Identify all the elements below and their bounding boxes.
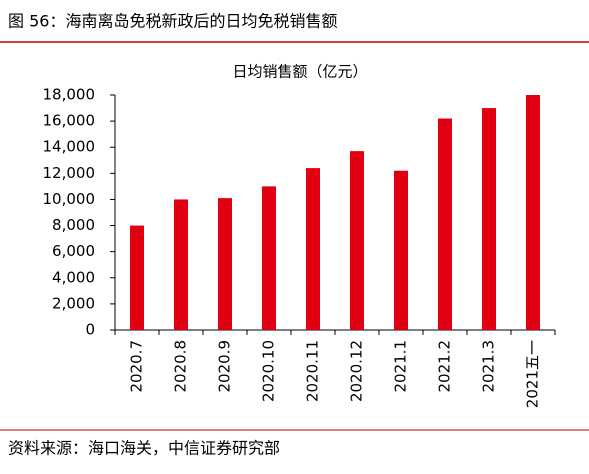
y-tick-label: 14,000 [43,138,96,156]
x-tick-label: 2021五一 [524,340,542,408]
bar [526,95,540,330]
x-tick-label: 2021.2 [436,340,454,393]
bar [350,151,364,330]
y-tick-label: 16,000 [43,112,96,130]
x-tick-label: 2020.12 [348,340,366,402]
bar [262,186,276,330]
bar [306,168,320,330]
x-tick-label: 2020.8 [172,340,190,393]
y-tick-label: 6,000 [52,242,95,260]
y-tick-label: 12,000 [43,164,96,182]
bar [438,118,452,330]
chart-title: 日均销售额（亿元） [232,63,367,81]
x-tick-label: 2020.9 [216,340,234,393]
y-tick-label: 10,000 [43,190,96,208]
x-tick-label: 2020.7 [128,340,146,393]
bar [174,199,188,330]
bar [394,170,408,330]
bar [130,225,144,330]
y-tick-label: 8,000 [52,216,95,234]
x-tick-label: 2020.11 [304,340,322,402]
y-tick-label: 2,000 [52,294,95,312]
y-tick-label: 18,000 [43,86,96,104]
y-tick-label: 4,000 [52,268,95,286]
bar [218,198,232,330]
source-note: 资料来源：海口海关，中信证券研究部 [8,439,280,458]
x-tick-label: 2020.10 [260,340,278,402]
x-tick-label: 2021.3 [480,340,498,393]
x-tick-label: 2021.1 [392,340,410,393]
bar [482,108,496,330]
y-tick-label: 0 [85,321,95,339]
figure-title: 图 56：海南离岛免税新政后的日均免税销售额 [8,12,337,31]
